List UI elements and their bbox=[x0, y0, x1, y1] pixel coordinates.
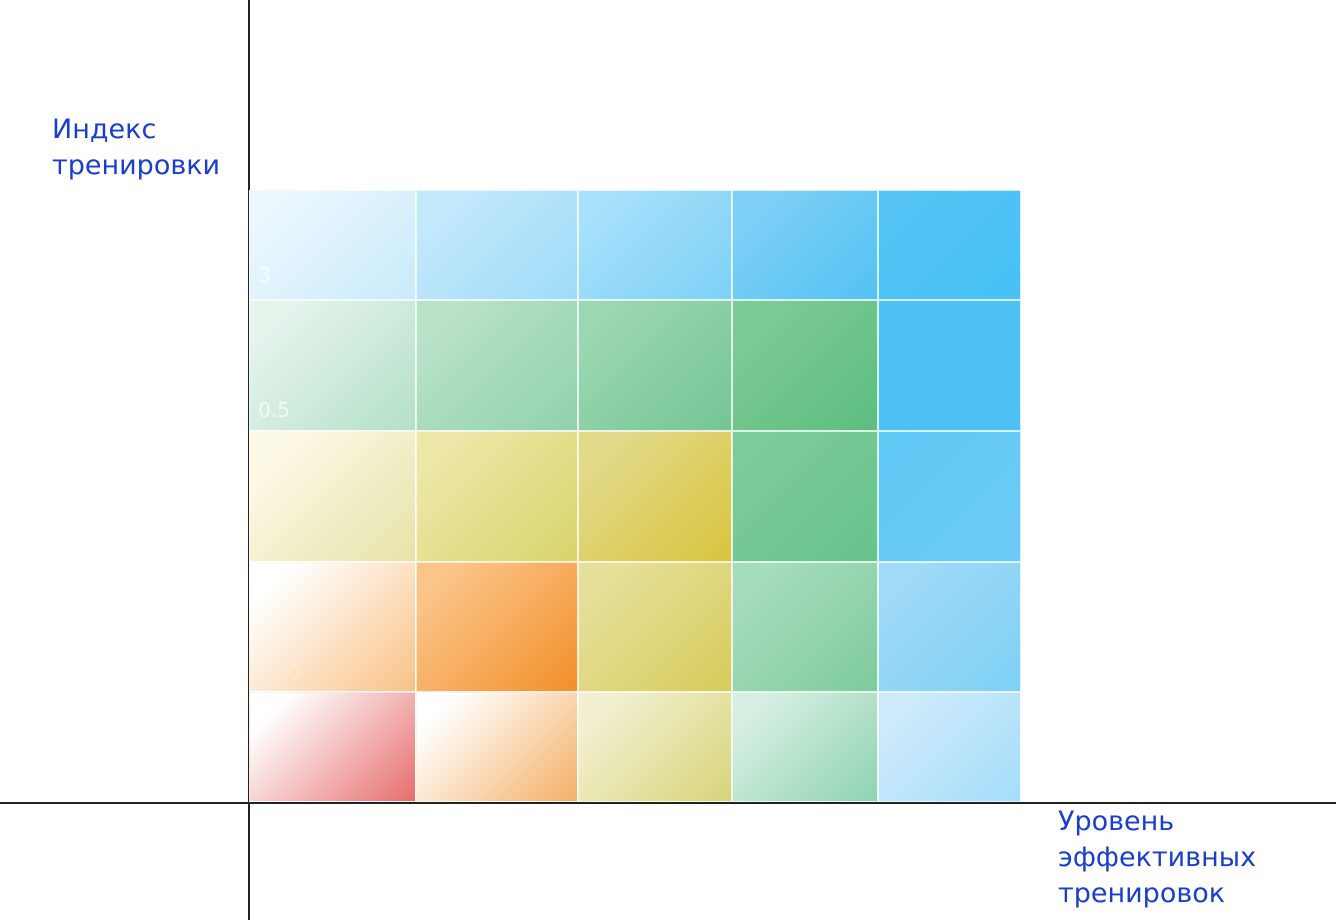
matrix-grid bbox=[249, 190, 1021, 802]
matrix-cell bbox=[416, 190, 578, 300]
matrix-cell bbox=[732, 692, 878, 802]
matrix-cell bbox=[732, 190, 878, 300]
matrix-cell bbox=[878, 562, 1021, 692]
x-axis bbox=[0, 802, 1336, 804]
y-axis-label: Индекс тренировки bbox=[52, 114, 221, 181]
matrix-cell bbox=[578, 562, 732, 692]
matrix-cell bbox=[249, 190, 416, 300]
matrix-cell bbox=[732, 431, 878, 562]
matrix-cell bbox=[578, 190, 732, 300]
matrix-cell bbox=[578, 300, 732, 431]
matrix-cell bbox=[416, 692, 578, 802]
y-axis bbox=[248, 0, 250, 920]
matrix-cell bbox=[732, 300, 878, 431]
tick-label: 0.5 bbox=[258, 398, 290, 422]
matrix-cell bbox=[878, 692, 1021, 802]
matrix-cell bbox=[249, 431, 416, 562]
tick-label: -1.0 bbox=[262, 660, 302, 684]
matrix-cell bbox=[249, 300, 416, 431]
matrix-cell bbox=[878, 300, 1021, 431]
tick-label: 3 bbox=[258, 263, 271, 287]
matrix-cell bbox=[878, 431, 1021, 562]
matrix-cell bbox=[732, 562, 878, 692]
matrix-cell bbox=[416, 431, 578, 562]
matrix-cell bbox=[249, 692, 416, 802]
matrix-cell bbox=[249, 562, 416, 692]
matrix-cell bbox=[416, 300, 578, 431]
matrix-cell bbox=[878, 190, 1021, 300]
x-axis-label: Уровень эффективных тренировок bbox=[1058, 806, 1257, 909]
matrix-cell bbox=[416, 562, 578, 692]
matrix-cell bbox=[578, 692, 732, 802]
matrix-cell bbox=[578, 431, 732, 562]
